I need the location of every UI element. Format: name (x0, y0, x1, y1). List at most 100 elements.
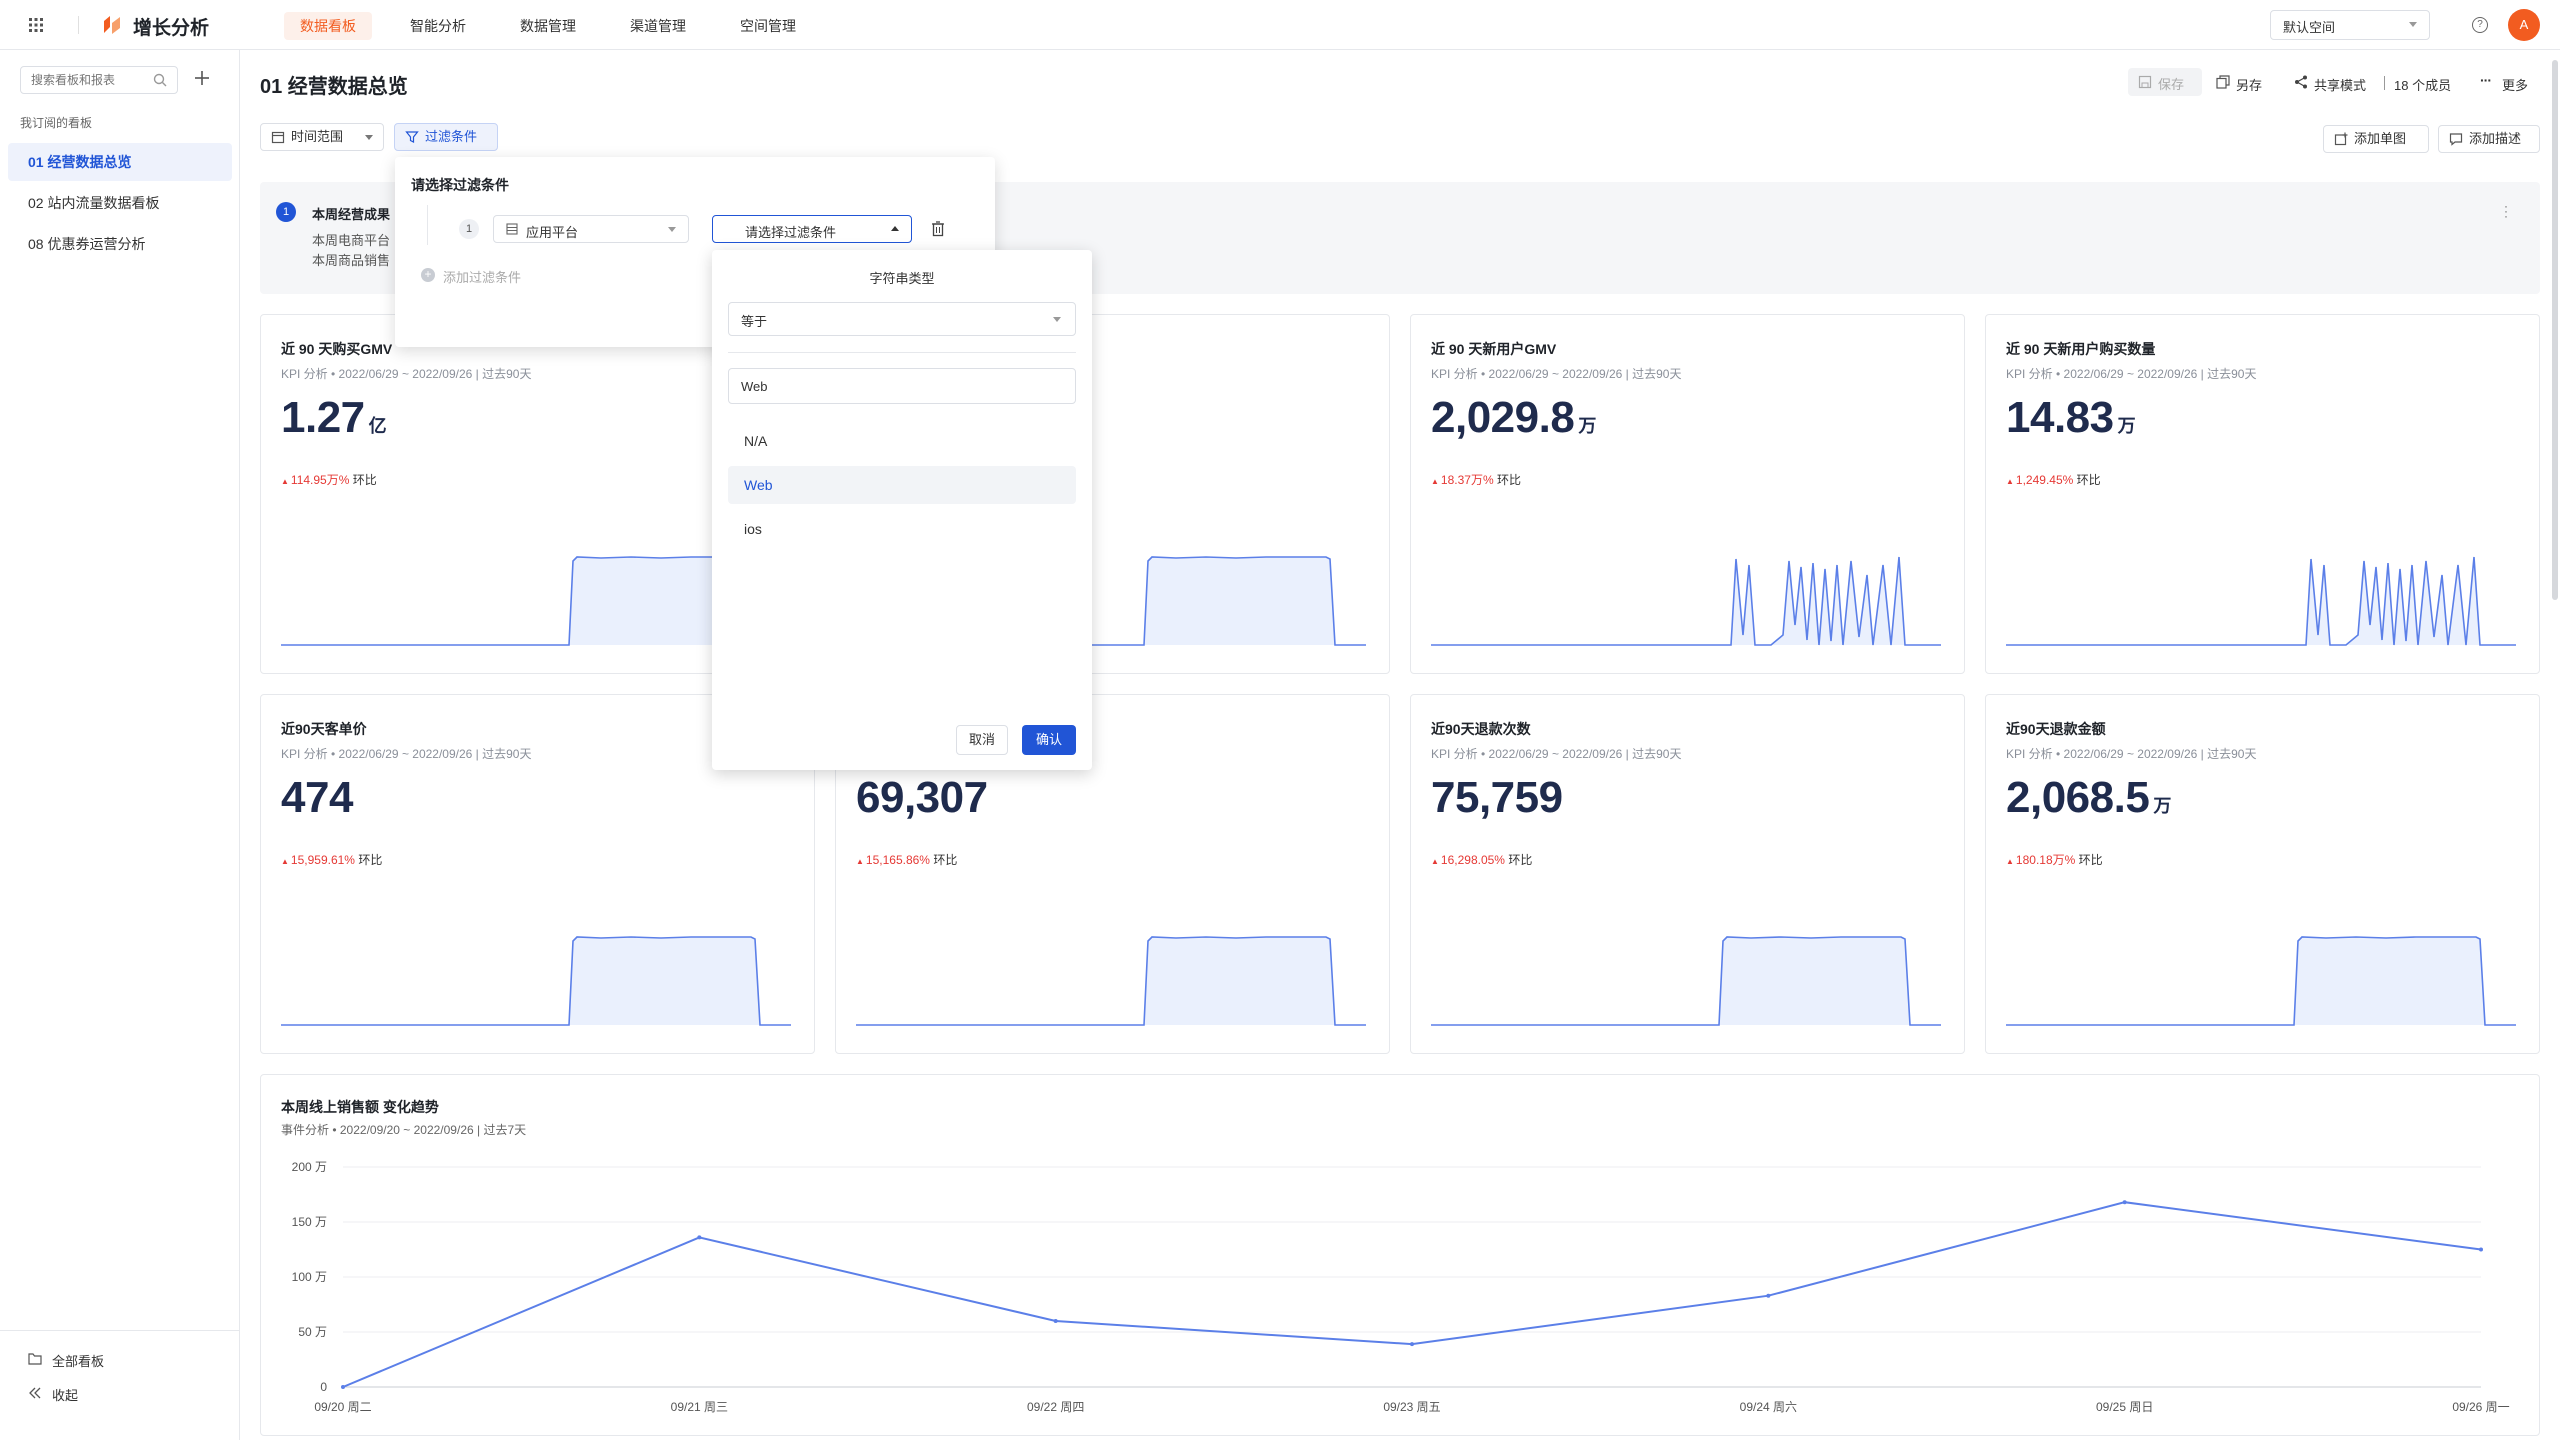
option-ios[interactable]: ios (744, 521, 762, 537)
comment-icon (2449, 133, 2463, 146)
add-condition-label: 添加过滤条件 (443, 270, 522, 285)
sparkline-area (856, 557, 1366, 645)
board-search-input[interactable] (31, 71, 141, 89)
search-icon[interactable] (153, 73, 167, 92)
top-navigation-bar: 增长分析 数据看板 智能分析 数据管理 渠道管理 空间管理 默认空间 ? A (0, 0, 2560, 50)
share-mode-label: 共享模式 (2314, 78, 2367, 93)
nav-dashboard[interactable]: 数据看板 (284, 12, 372, 40)
more-vertical-icon[interactable]: · · · (2504, 199, 2508, 223)
kpi-change-text: 15,165.86% (865, 853, 930, 867)
save-label: 保存 (2158, 77, 2185, 92)
nav-channel-management[interactable]: 渠道管理 (630, 18, 686, 34)
filter-field-select[interactable]: 应用平台 (493, 215, 689, 243)
kpi-card[interactable]: 近 90 天新用户购买数量 KPI 分析 • 2022/06/29 ~ 2022/… (1985, 314, 2540, 674)
filter-button[interactable]: 过滤条件 (394, 123, 498, 151)
page-scrollbar[interactable] (2552, 60, 2558, 600)
data-point[interactable] (1410, 1342, 1414, 1347)
app-grid-icon[interactable] (28, 17, 44, 33)
kpi-card[interactable]: 近90天退款次数 KPI 分析 • 2022/06/29 ~ 2022/09/26… (1410, 694, 1965, 1054)
add-chart-button[interactable]: 添加单图 (2323, 125, 2429, 153)
kpi-sparkline (281, 936, 791, 1026)
copy-icon (2216, 75, 2230, 89)
kpi-value: 14.83 (2006, 393, 2114, 442)
kpi-subtitle: KPI 分析 • 2022/06/29 ~ 2022/09/26 | 过去90天 (2006, 367, 2257, 381)
kpi-change-label: 环比 (933, 853, 958, 867)
kpi-value-wrap: 2,029.8 万 (1431, 393, 1596, 443)
value-search-input[interactable] (741, 377, 1061, 395)
kpi-change-value: ▲ 180.18万% (2006, 853, 2075, 867)
space-select[interactable]: 默认空间 (2270, 10, 2430, 40)
kpi-title: 近 90 天购买GMV (281, 341, 393, 357)
filter-field-value: 应用平台 (526, 225, 579, 240)
chart-title: 本周线上销售额 变化趋势 (281, 1099, 439, 1115)
delete-condition-icon[interactable] (931, 221, 945, 242)
kpi-change-value: ▲ 1,249.45% (2006, 473, 2073, 487)
option-web[interactable]: Web (728, 466, 1076, 504)
x-tick-label: 09/22 周四 (1027, 1400, 1084, 1414)
kpi-subtitle: KPI 分析 • 2022/06/29 ~ 2022/09/26 | 过去90天 (1431, 367, 1682, 381)
avatar[interactable]: A (2508, 9, 2540, 41)
x-tick-label: 09/25 周日 (2096, 1400, 2153, 1414)
add-board-icon[interactable] (192, 68, 212, 88)
time-range-button[interactable]: 时间范围 (260, 123, 384, 151)
kpi-value-wrap: 69,307 (856, 773, 992, 823)
data-point[interactable] (697, 1235, 702, 1240)
kpi-value-wrap: 474 (281, 773, 357, 823)
nav-smart-analysis[interactable]: 智能分析 (410, 18, 466, 34)
chevron-up-icon (891, 226, 899, 231)
confirm-button[interactable]: 确认 (1022, 725, 1076, 755)
members-count[interactable]: 18 个成员 (2394, 78, 2452, 93)
data-point[interactable] (2479, 1247, 2483, 1252)
board-search-box[interactable] (20, 66, 178, 94)
arrow-up-icon: ▲ (856, 857, 864, 866)
data-point[interactable] (1053, 1319, 1058, 1323)
filter-label: 过滤条件 (425, 129, 478, 144)
kpi-change: ▲ 18.37万% 环比 (1431, 471, 1521, 488)
arrow-up-icon: ▲ (1431, 857, 1439, 866)
chevron-down-icon (668, 227, 676, 232)
chevron-down-icon (1053, 317, 1061, 322)
kpi-value: 1.27 (281, 393, 365, 442)
data-point[interactable] (341, 1385, 345, 1389)
kpi-unit: 万 (2117, 416, 2136, 436)
y-tick-label: 200 万 (292, 1160, 327, 1174)
kpi-value: 2,068.5 (2006, 773, 2150, 822)
kpi-sparkline (856, 556, 1366, 646)
app-name[interactable]: 增长分析 (133, 18, 210, 39)
value-search-field[interactable] (728, 368, 1076, 404)
nav-data-management[interactable]: 数据管理 (520, 18, 576, 34)
operator-select[interactable]: 等于 (728, 302, 1076, 336)
kpi-change-value: ▲ 114.95万% (281, 473, 349, 487)
option-na[interactable]: N/A (744, 433, 768, 449)
nav-space-management[interactable]: 空间管理 (740, 18, 796, 34)
add-description-button[interactable]: 添加描述 (2438, 125, 2540, 153)
data-point[interactable] (2122, 1200, 2127, 1205)
sidebar-item-traffic[interactable]: 02 站内流量数据看板 (28, 195, 160, 211)
kpi-card[interactable]: 近 90 天新用户GMV KPI 分析 • 2022/06/29 ~ 2022/0… (1410, 314, 1965, 674)
sidebar-item-coupon[interactable]: 08 优惠券运营分析 (28, 236, 146, 252)
subscribed-section-label: 我订阅的看板 (20, 116, 93, 130)
add-chart-icon (2334, 132, 2348, 146)
y-tick-label: 50 万 (298, 1325, 327, 1339)
kpi-sparkline (2006, 556, 2516, 646)
sidebar-item-overview[interactable]: 01 经营数据总览 (8, 143, 232, 181)
arrow-up-icon: ▲ (2006, 477, 2014, 486)
help-icon[interactable]: ? (2472, 17, 2488, 33)
kpi-change-value: ▲ 15,165.86% (856, 853, 930, 867)
filter-condition-select[interactable]: 请选择过滤条件 (712, 215, 912, 243)
sparkline-area (1431, 937, 1941, 1025)
kpi-unit: 万 (1578, 416, 1596, 436)
cancel-button[interactable]: 取消 (956, 725, 1008, 755)
kpi-change-value: ▲ 15,959.61% (281, 853, 355, 867)
chart-subtitle: 事件分析 • 2022/09/20 ~ 2022/09/26 | 过去7天 (281, 1123, 527, 1137)
save-as-label: 另存 (2236, 78, 2263, 93)
divider (2384, 76, 2385, 90)
chevron-down-icon (2409, 22, 2417, 27)
sparkline-area (856, 937, 1366, 1025)
kpi-card[interactable]: 近90天退款金额 KPI 分析 • 2022/06/29 ~ 2022/09/26… (1985, 694, 2540, 1054)
data-point[interactable] (1766, 1293, 1771, 1298)
save-button[interactable]: 保存 (2128, 68, 2202, 96)
arrow-up-icon: ▲ (281, 477, 289, 486)
page-title: 01 经营数据总览 (260, 76, 408, 98)
more-label: 更多 (2502, 78, 2529, 93)
